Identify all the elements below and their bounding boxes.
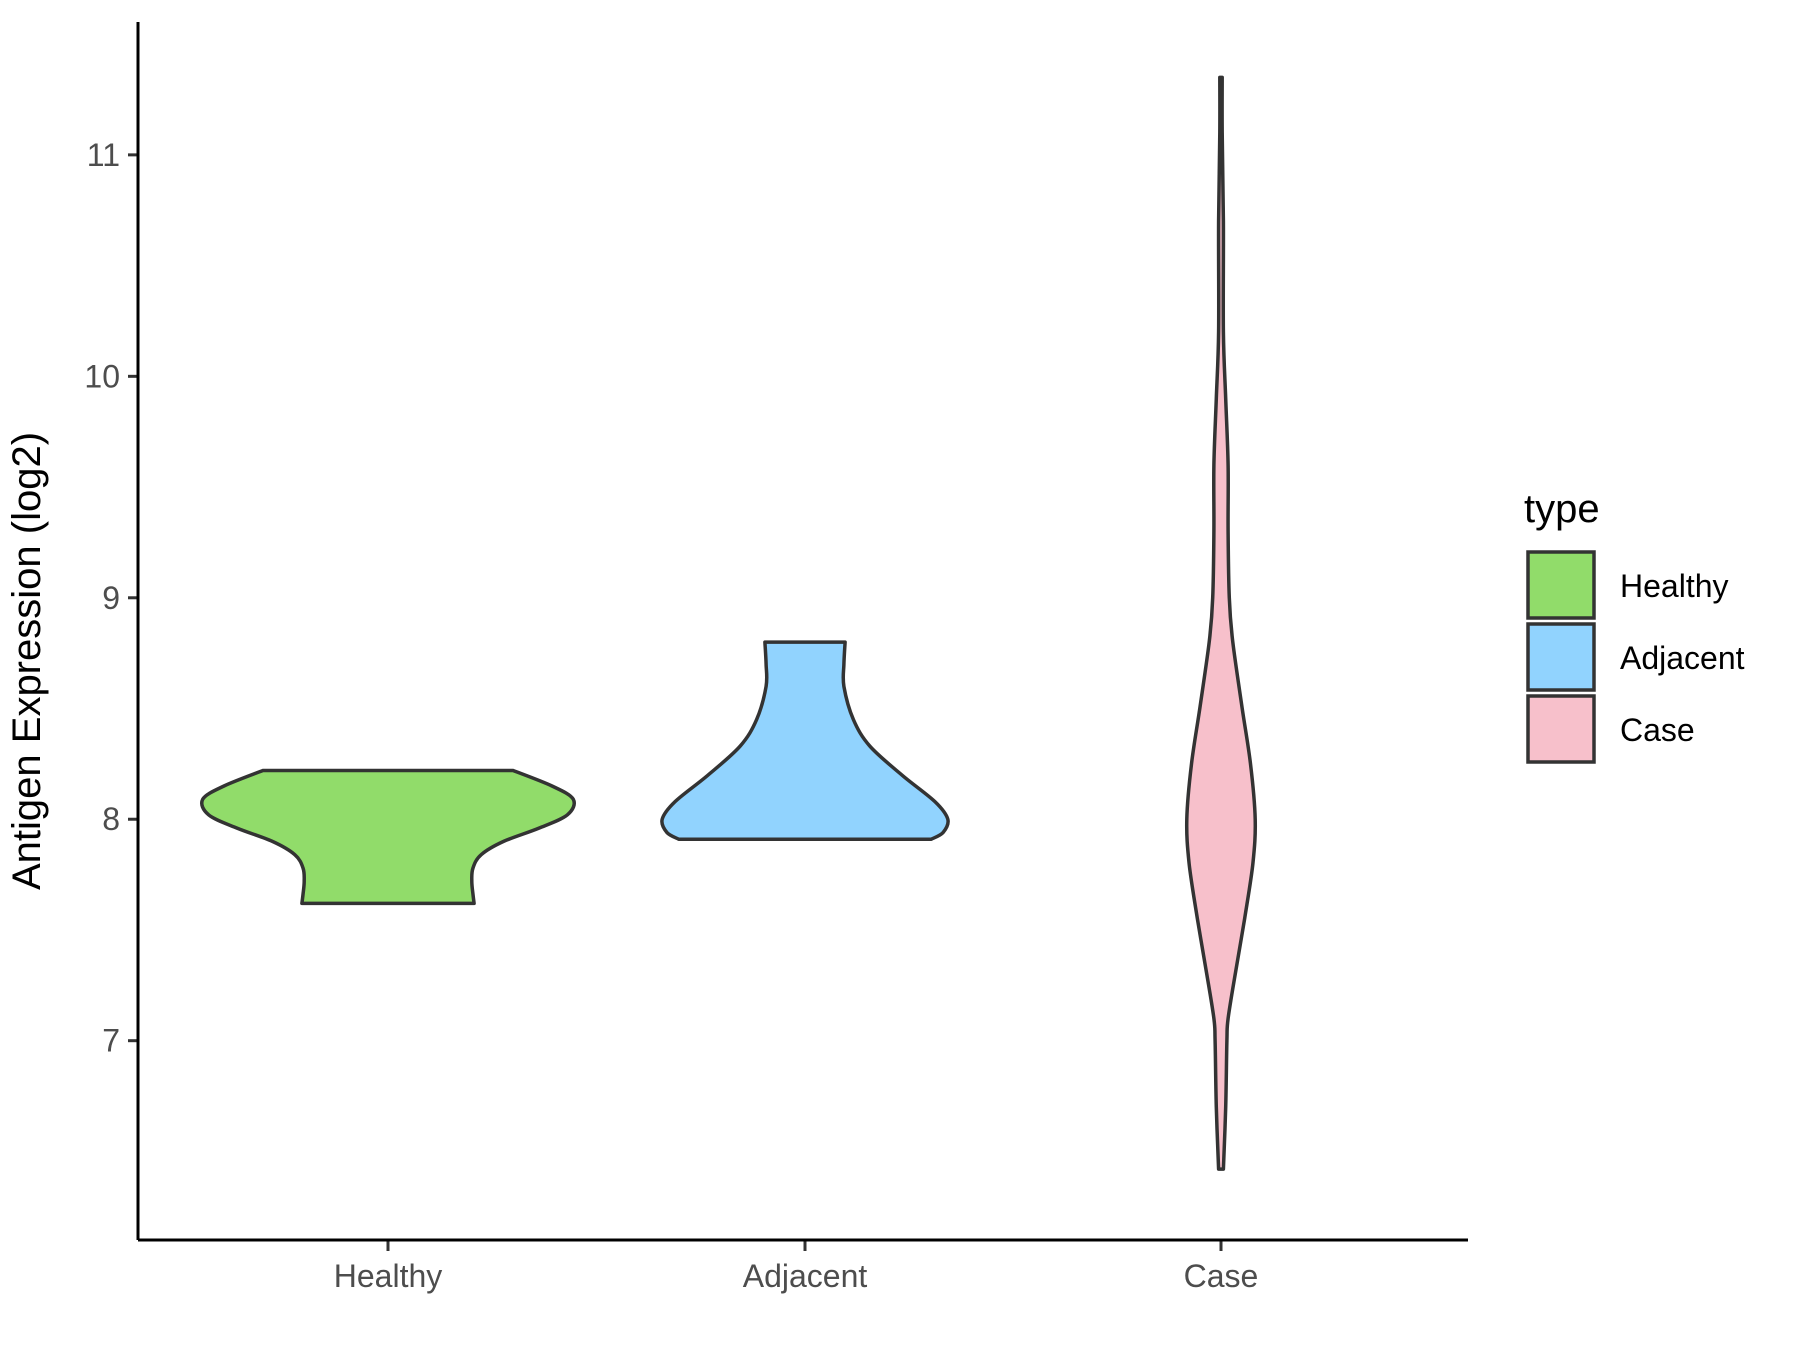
legend: type Healthy Adjacent Case bbox=[1524, 487, 1745, 764]
x-tick-label: Healthy bbox=[334, 1258, 443, 1294]
y-tick-label: 9 bbox=[102, 580, 120, 616]
x-tick-label: Adjacent bbox=[743, 1258, 868, 1294]
y-tick-label: 7 bbox=[102, 1023, 120, 1059]
y-tick-label: 11 bbox=[87, 137, 120, 173]
violin-case bbox=[1184, 75, 1258, 1171]
legend-items: Healthy Adjacent Case bbox=[1526, 550, 1745, 764]
legend-swatch-case bbox=[1526, 694, 1596, 764]
y-tick-label: 10 bbox=[84, 358, 120, 394]
y-axis-title: Antigen Expression (log2) bbox=[5, 432, 49, 890]
y-axis-ticks: 7 8 9 10 11 bbox=[84, 137, 138, 1059]
legend-label-healthy: Healthy bbox=[1620, 568, 1729, 604]
legend-swatch-healthy bbox=[1526, 550, 1596, 620]
violin-layer bbox=[200, 75, 1258, 1171]
x-tick-label: Case bbox=[1184, 1258, 1259, 1294]
legend-swatch-adjacent bbox=[1526, 622, 1596, 692]
legend-label-adjacent: Adjacent bbox=[1620, 640, 1745, 676]
legend-label-case: Case bbox=[1620, 712, 1695, 748]
y-tick-label: 8 bbox=[102, 801, 120, 837]
x-axis-ticks: Healthy Adjacent Case bbox=[334, 1240, 1259, 1294]
legend-title: type bbox=[1524, 487, 1600, 531]
violin-adjacent bbox=[660, 640, 950, 841]
violin-healthy bbox=[200, 768, 576, 906]
